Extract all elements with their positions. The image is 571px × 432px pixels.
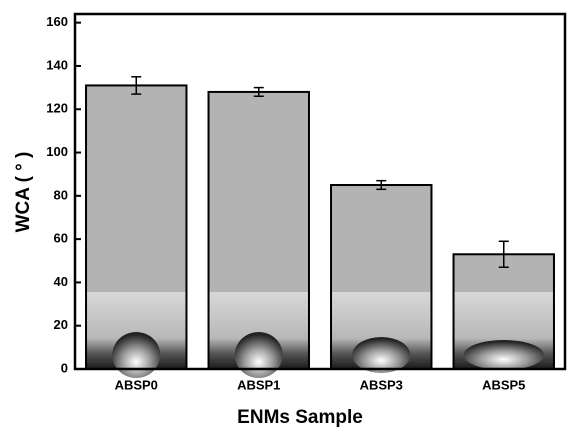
droplet	[234, 332, 283, 378]
y-tick-label: 100	[46, 144, 68, 159]
x-tick-label: ABSP5	[482, 377, 525, 392]
x-tick-label: ABSP3	[360, 377, 403, 392]
x-tick-label: ABSP1	[237, 377, 280, 392]
y-tick-label: 140	[46, 57, 68, 72]
droplet	[112, 332, 161, 378]
x-axis-title: ENMs Sample	[237, 407, 363, 428]
y-tick-label: 160	[46, 14, 68, 29]
y-axis-title: WCA ( ° )	[13, 152, 34, 233]
y-tick-label: 80	[54, 187, 68, 202]
x-tick-label: ABSP0	[115, 377, 158, 392]
y-tick-label: 40	[54, 274, 68, 289]
y-tick-label: 120	[46, 101, 68, 116]
y-tick-label: 60	[54, 231, 68, 246]
droplet	[463, 340, 544, 370]
droplet	[352, 337, 411, 373]
y-tick-label: 20	[54, 317, 68, 332]
y-tick-label: 0	[61, 360, 68, 375]
plot-frame	[73, 12, 567, 371]
